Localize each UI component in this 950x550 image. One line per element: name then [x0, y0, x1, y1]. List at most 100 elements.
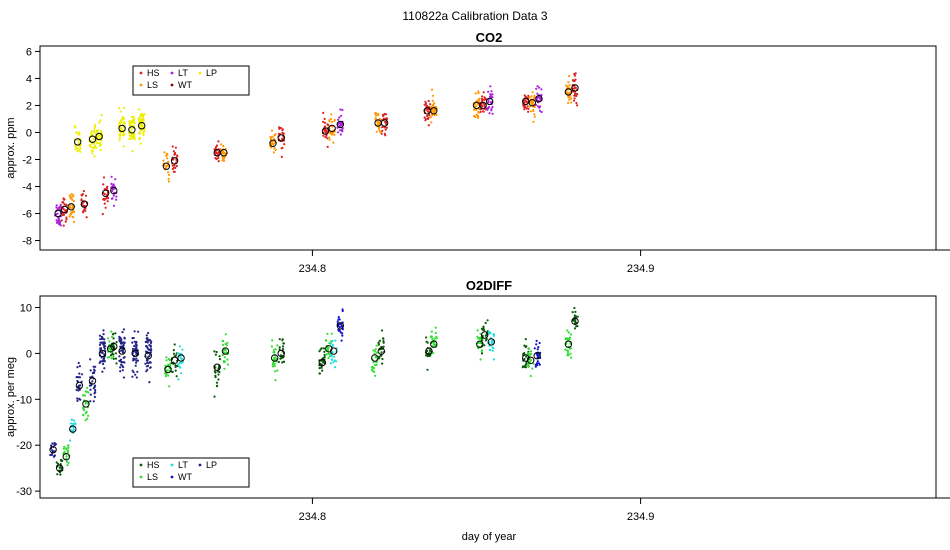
co2-point	[533, 115, 536, 118]
o2-point	[340, 324, 343, 327]
co2-point	[426, 114, 429, 117]
o2-point	[103, 345, 106, 349]
o2-point	[331, 343, 335, 346]
co2-point	[105, 187, 109, 190]
o2-mean-marker	[430, 340, 438, 348]
o2-point	[76, 399, 79, 402]
o2-point	[428, 349, 432, 352]
o2-point	[215, 381, 219, 384]
co2-point	[488, 112, 491, 115]
co2-point	[339, 108, 342, 111]
co2-means	[54, 84, 579, 218]
o2-point	[76, 366, 79, 369]
o2-point	[135, 344, 138, 347]
o2-point	[483, 344, 486, 347]
co2-point	[281, 138, 284, 141]
co2-mean-marker	[277, 134, 285, 142]
o2-point	[327, 356, 330, 360]
o2-point	[274, 379, 277, 382]
co2-points	[54, 72, 579, 227]
o2-point	[146, 346, 149, 349]
co2-panel: CO2 approx. ppm -8 -6 -4 -2 0 2 4 6 234.8 234.9 2…	[5, 30, 950, 275]
o2-point	[69, 439, 72, 442]
o2-point	[65, 457, 68, 460]
o2-point	[215, 384, 218, 387]
o2-point	[89, 393, 92, 396]
co2-x-tick-label: 234.9	[627, 263, 655, 275]
co2-title: CO2	[476, 30, 503, 45]
o2-point	[52, 455, 56, 458]
co2-point	[111, 189, 114, 192]
o2-point	[115, 341, 118, 344]
o2-point	[119, 366, 122, 369]
o2-point	[226, 363, 230, 366]
co2-point	[83, 208, 86, 211]
o2-point	[53, 443, 56, 446]
o2-point	[59, 473, 62, 476]
o2-point	[177, 363, 180, 366]
co2-point	[424, 100, 427, 103]
o2-point	[164, 375, 167, 378]
o2-point	[133, 330, 136, 333]
co2-point	[112, 183, 115, 186]
co2-point	[324, 136, 327, 139]
o2-point	[86, 417, 89, 420]
o2-point	[329, 362, 333, 365]
o2-point	[100, 341, 103, 344]
co2-point	[528, 96, 531, 99]
o2-point	[374, 374, 377, 377]
co2-point	[142, 119, 145, 122]
co2-point	[430, 121, 433, 124]
o2-point	[102, 362, 105, 366]
co2-point	[119, 127, 122, 130]
o2-point	[380, 351, 383, 354]
o2-x-tick-label: 234.8	[299, 511, 327, 523]
co2-point	[110, 175, 113, 178]
co2-point	[71, 215, 74, 218]
o2-point	[62, 447, 65, 450]
co2-point	[274, 148, 277, 152]
co2-mean-marker	[220, 149, 228, 157]
o2-point	[568, 336, 572, 339]
co2-point	[59, 205, 62, 208]
o2-point	[323, 353, 326, 357]
co2-point	[59, 208, 62, 211]
co2-point	[119, 110, 122, 113]
o2-point	[573, 318, 576, 321]
co2-point	[101, 212, 104, 216]
o2-point	[85, 401, 88, 404]
o2-point	[131, 341, 134, 344]
o2-point	[173, 343, 176, 346]
o2-point	[109, 354, 113, 357]
co2-point	[79, 150, 82, 153]
o2-point	[180, 358, 183, 361]
co2-point	[77, 142, 80, 145]
o2-point	[371, 366, 374, 369]
o2-point	[112, 357, 115, 360]
co2-point	[102, 176, 106, 179]
o2-mean-marker	[564, 340, 573, 348]
o2-point	[221, 353, 224, 357]
co2-point	[119, 120, 122, 124]
co2-point	[98, 142, 101, 145]
co2-point	[62, 197, 65, 200]
o2-point	[82, 413, 85, 416]
o2-point	[84, 419, 87, 422]
co2-point	[72, 199, 75, 203]
co2-point	[133, 136, 136, 139]
o2-point	[484, 339, 487, 342]
o2-point	[374, 348, 377, 351]
o2-point	[330, 332, 333, 335]
o2-point	[103, 367, 106, 370]
co2-point	[131, 150, 134, 153]
o2-point	[148, 361, 152, 364]
o2-mean-marker	[98, 349, 107, 358]
o2-point	[213, 395, 216, 398]
o2diff-y-axis: -30 -20 -10 0 10	[16, 302, 40, 498]
o2-point	[567, 331, 570, 334]
co2-point	[76, 131, 79, 135]
o2-point	[77, 384, 81, 387]
o2-point	[144, 340, 147, 344]
o2-point	[108, 340, 111, 343]
co2-point	[104, 206, 107, 209]
